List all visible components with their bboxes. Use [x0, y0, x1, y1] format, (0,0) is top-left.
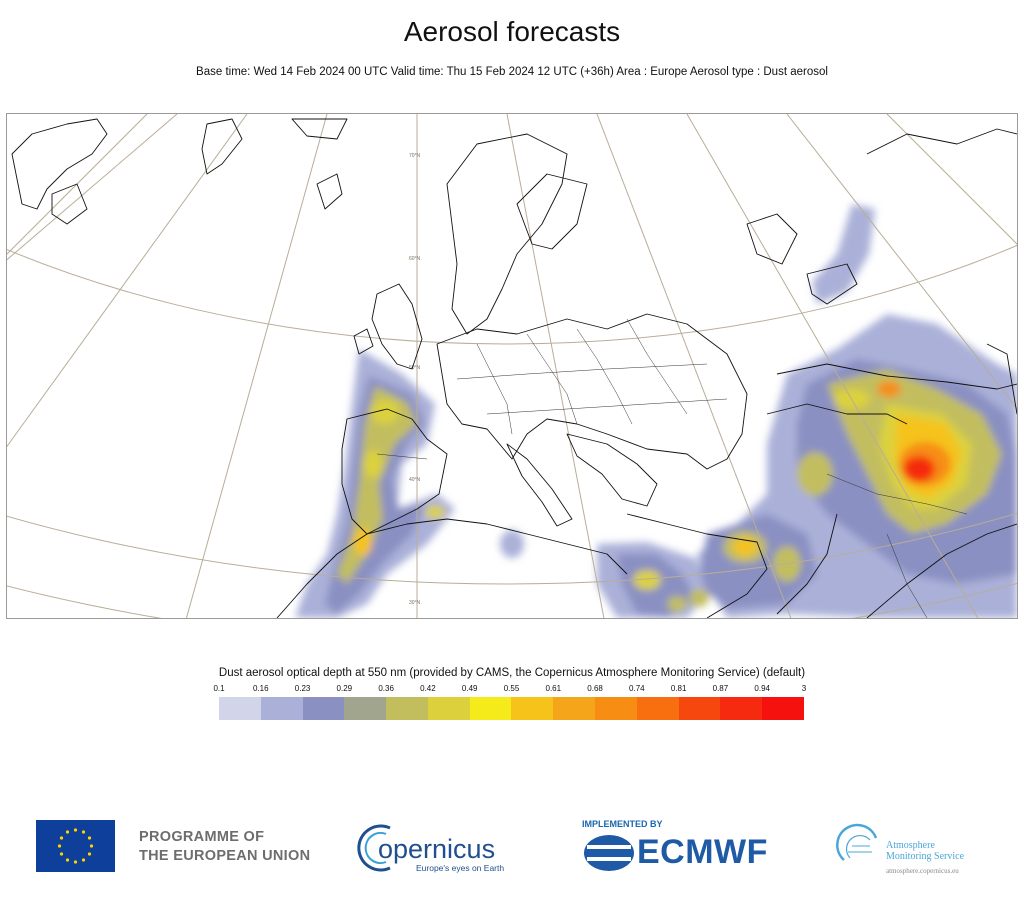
graticule-label: 30°N	[409, 600, 421, 606]
forecast-subtitle: Base time: Wed 14 Feb 2024 00 UTC Valid …	[196, 66, 828, 78]
eu-stars	[57, 828, 94, 864]
dust-plume-central	[500, 530, 709, 618]
legend-tick-label: 0.94	[754, 684, 770, 693]
legend-tick-label: 0.23	[294, 684, 311, 693]
legend-swatch	[511, 697, 554, 720]
legend-swatch	[260, 697, 303, 720]
legend-tick-label: 0.81	[670, 684, 687, 693]
copernicus-c-icon	[357, 824, 391, 872]
eu-text-line2: THE EUROPEAN UNION	[139, 848, 311, 864]
graticule-label: 60°N	[409, 256, 421, 262]
legend-swatch	[427, 697, 470, 720]
legend-swatch	[386, 697, 428, 720]
legend-tick-label: 0.29	[336, 684, 353, 693]
graticule-label: 50°N	[409, 365, 421, 371]
legend-swatch	[219, 697, 261, 720]
ams-line1: Atmosphere	[886, 840, 935, 851]
atmosphere-globe-icon	[836, 823, 878, 861]
legend-swatch	[678, 697, 721, 720]
legend-title: Dust aerosol optical depth at 550 nm (pr…	[218, 667, 806, 679]
legend-tick-label: 0.49	[461, 684, 478, 693]
dust-plume-east	[697, 204, 1017, 618]
coastlines	[11, 118, 1017, 618]
country-borders	[376, 318, 968, 618]
legend-tick-label: 0.87	[712, 684, 729, 693]
legend-swatch	[595, 697, 637, 720]
copernicus-name: opernicus	[378, 834, 496, 864]
legend-swatch	[344, 697, 387, 720]
legend-tick-label: 0.68	[587, 684, 603, 693]
eu-flag-logo	[36, 820, 115, 872]
copernicus-logo: opernicus Europe's eyes on Earth	[356, 820, 516, 876]
dust-aerosol-map: 70°N 60°N 50°N 40°N 30°N	[6, 113, 1018, 619]
legend-swatch	[469, 697, 512, 720]
legend-swatch	[762, 697, 804, 720]
legend-tick-label: 0.55	[503, 684, 520, 693]
graticule-label: 70°N	[409, 153, 421, 159]
copernicus-tagline: Europe's eyes on Earth	[416, 863, 505, 873]
ecmwf-waves-icon	[584, 835, 634, 871]
implemented-by-label: IMPLEMENTED BY	[582, 819, 663, 829]
legend-ticks: 0.1 0.16 0.23 0.29 0.36 0.42 0.49 0.55 0.61 0.68 0…	[213, 684, 807, 696]
legend-tick-label: 0.1	[213, 684, 225, 693]
legend-swatch	[720, 697, 763, 720]
graticule	[7, 114, 1017, 618]
legend-tick-label: 0.61	[545, 684, 562, 693]
legend-tick-label: 0.74	[629, 684, 645, 693]
legend-tick-label: 0.16	[252, 684, 269, 693]
ecmwf-name: ECMWF	[637, 833, 768, 871]
legend-tick-label: 3	[801, 684, 807, 693]
legend-colorbar	[219, 697, 804, 720]
legend-swatch	[302, 697, 345, 720]
legend-tick-label: 0.42	[420, 684, 436, 693]
legend-tick-label: 0.36	[378, 684, 394, 693]
ams-line2: Monitoring Service	[886, 851, 965, 862]
ams-logo: Atmosphere Monitoring Service atmosphere…	[834, 820, 984, 880]
page-title: Aerosol forecasts	[403, 16, 621, 47]
ecmwf-logo: ECMWF	[583, 833, 799, 873]
eu-programme-text: PROGRAMME OF THE EUROPEAN UNION	[139, 828, 310, 866]
ams-url: atmosphere.copernicus.eu	[886, 867, 959, 875]
eu-text-line1: PROGRAMME OF	[139, 829, 265, 845]
dust-plume-iberia	[295, 349, 455, 618]
graticule-label: 40°N	[409, 477, 421, 483]
legend-swatch	[553, 697, 596, 720]
graticule-labels: 70°N 60°N 50°N 40°N 30°N	[409, 153, 421, 606]
legend-swatch	[636, 697, 679, 720]
dust-plumes	[295, 204, 1017, 618]
